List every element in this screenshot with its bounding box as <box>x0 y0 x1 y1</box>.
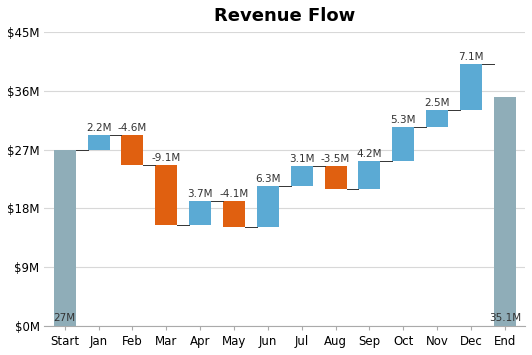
Bar <box>189 201 211 225</box>
Bar <box>54 150 76 326</box>
Text: -4.6M: -4.6M <box>118 123 147 133</box>
Bar <box>88 135 110 150</box>
Bar <box>121 135 144 165</box>
Bar <box>359 162 380 189</box>
Text: -9.1M: -9.1M <box>152 153 181 163</box>
Text: 7.1M: 7.1M <box>458 52 484 62</box>
Bar <box>494 97 516 326</box>
Bar <box>290 166 313 186</box>
Text: 27M: 27M <box>54 313 76 323</box>
Text: 5.3M: 5.3M <box>390 115 416 125</box>
Text: -3.5M: -3.5M <box>321 154 350 164</box>
Bar <box>257 186 279 228</box>
Text: -4.1M: -4.1M <box>219 189 248 199</box>
Text: 2.2M: 2.2M <box>86 123 111 133</box>
Text: 3.7M: 3.7M <box>187 189 213 199</box>
Title: Revenue Flow: Revenue Flow <box>214 7 355 25</box>
Bar <box>426 110 448 127</box>
Bar <box>223 201 245 228</box>
Text: 3.1M: 3.1M <box>289 154 314 164</box>
Text: 4.2M: 4.2M <box>356 149 382 159</box>
Text: 2.5M: 2.5M <box>425 98 450 109</box>
Text: 6.3M: 6.3M <box>255 174 280 184</box>
Text: 35.1M: 35.1M <box>489 313 521 323</box>
Bar <box>325 166 346 189</box>
Bar <box>460 64 482 110</box>
Bar <box>155 165 177 225</box>
Bar <box>392 127 414 162</box>
